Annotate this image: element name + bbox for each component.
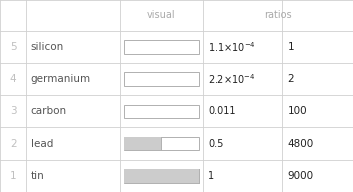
Bar: [124, 137, 199, 150]
Text: 4800: 4800: [288, 139, 314, 149]
Text: 100: 100: [288, 106, 307, 116]
Bar: [124, 72, 199, 86]
Text: lead: lead: [31, 139, 53, 149]
Text: carbon: carbon: [31, 106, 67, 116]
Text: visual: visual: [147, 10, 176, 20]
Text: ratios: ratios: [264, 10, 292, 20]
Bar: [124, 137, 162, 150]
Text: tin: tin: [31, 171, 44, 181]
Text: silicon: silicon: [31, 42, 64, 52]
Text: $2.2{\times}10^{-4}$: $2.2{\times}10^{-4}$: [208, 72, 256, 86]
Bar: [124, 169, 199, 183]
Text: 1: 1: [208, 171, 214, 181]
Text: 0.011: 0.011: [208, 106, 236, 116]
Bar: [124, 40, 199, 54]
Text: 9000: 9000: [288, 171, 314, 181]
Text: 1: 1: [10, 171, 17, 181]
Text: 2: 2: [288, 74, 294, 84]
Text: 0.5: 0.5: [208, 139, 224, 149]
Text: 1: 1: [288, 42, 294, 52]
Text: 5: 5: [10, 42, 17, 52]
Text: germanium: germanium: [31, 74, 91, 84]
Bar: [124, 169, 199, 183]
Text: 2: 2: [10, 139, 17, 149]
Text: 3: 3: [10, 106, 17, 116]
Text: 4: 4: [10, 74, 17, 84]
Bar: [124, 105, 199, 118]
Text: $1.1{\times}10^{-4}$: $1.1{\times}10^{-4}$: [208, 40, 256, 54]
